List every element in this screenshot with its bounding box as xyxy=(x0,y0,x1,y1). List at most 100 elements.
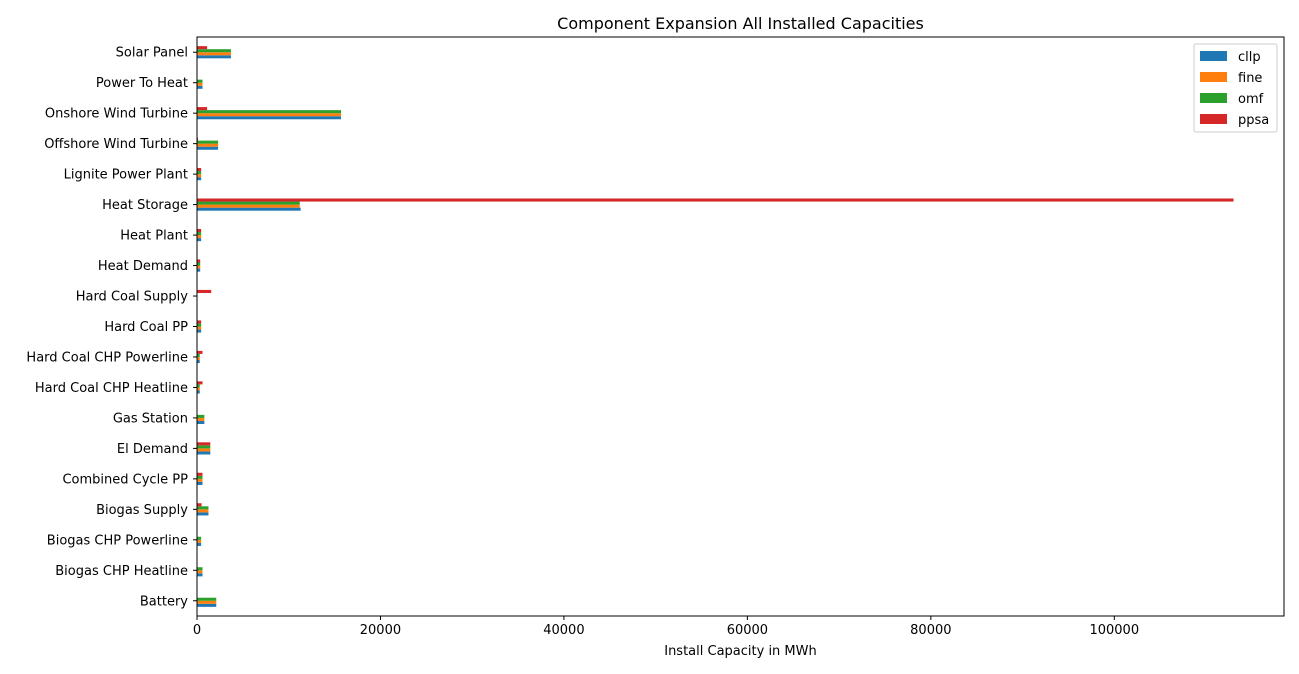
bar-omf-el-demand xyxy=(197,445,211,449)
y-tick-label: El Demand xyxy=(117,442,188,457)
bar-fine-power-to-heat xyxy=(197,82,203,86)
bar-cllp-offshore-wind-turbine xyxy=(197,146,219,150)
bar-omf-hard-coal-chp-heatline xyxy=(197,384,200,388)
bar-omf-onshore-wind-turbine xyxy=(197,110,342,114)
y-tick-label: Biogas CHP Powerline xyxy=(47,533,188,548)
x-tick-label: 100000 xyxy=(1089,623,1139,638)
bar-fine-heat-storage xyxy=(197,204,300,208)
legend-swatch-ppsa xyxy=(1200,114,1227,124)
legend: cllp fine omf ppsa xyxy=(1193,43,1278,133)
x-tick-label: 60000 xyxy=(727,623,768,638)
bar-omf-solar-panel xyxy=(197,49,231,53)
bar-ppsa-heat-plant xyxy=(197,228,202,233)
bar-fine-biogas-supply xyxy=(197,509,209,513)
bar-ppsa-solar-panel xyxy=(197,46,208,50)
bar-ppsa-biogas-supply xyxy=(197,503,202,507)
plot-frame xyxy=(196,36,1285,617)
y-tick-label: Battery xyxy=(140,594,188,609)
y-tick-label: Hard Coal CHP Powerline xyxy=(26,350,188,365)
bars-group xyxy=(197,46,1234,607)
bar-omf-heat-storage xyxy=(197,201,300,205)
bar-cllp-el-demand xyxy=(197,451,211,455)
bar-cllp-lignite-power-plant xyxy=(197,177,202,181)
y-tick-label: Hard Coal PP xyxy=(104,320,188,335)
bar-cllp-hard-coal-chp-heatline xyxy=(197,390,200,394)
bar-fine-hard-coal-pp xyxy=(197,326,202,330)
bar-omf-combined-cycle-pp xyxy=(197,475,203,479)
legend-label-fine: fine xyxy=(1238,71,1262,86)
y-tick-label: Heat Storage xyxy=(102,198,188,213)
bar-omf-battery xyxy=(197,597,217,601)
bar-fine-lignite-power-plant xyxy=(197,174,202,178)
y-tick-label: Biogas Supply xyxy=(96,503,188,518)
bar-omf-lignite-power-plant xyxy=(197,171,202,175)
bar-cllp-hard-coal-chp-powerline xyxy=(197,360,200,364)
legend-label-cllp: cllp xyxy=(1238,50,1261,65)
bar-omf-biogas-supply xyxy=(197,506,209,510)
y-tick-label: Biogas CHP Heatline xyxy=(55,564,188,579)
bar-fine-hard-coal-chp-powerline xyxy=(197,356,200,361)
bar-omf-biogas-chp-powerline xyxy=(197,536,202,540)
x-tick-label: 20000 xyxy=(360,623,401,638)
bar-cllp-biogas-supply xyxy=(197,512,209,516)
bar-omf-hard-coal-pp xyxy=(197,323,202,327)
bar-fine-onshore-wind-turbine xyxy=(197,113,342,117)
y-tick-label: Solar Panel xyxy=(116,46,188,61)
bar-fine-heat-demand xyxy=(197,265,201,269)
bar-fine-offshore-wind-turbine xyxy=(197,143,219,147)
bar-cllp-combined-cycle-pp xyxy=(197,481,203,485)
x-axis-title: Install Capacity in MWh xyxy=(664,644,817,659)
bar-cllp-heat-demand xyxy=(197,268,201,272)
y-tick-label: Hard Coal CHP Heatline xyxy=(35,381,188,396)
bar-omf-gas-station xyxy=(197,414,205,418)
legend-swatch-fine xyxy=(1200,72,1227,82)
x-tick-label: 40000 xyxy=(543,623,584,638)
bar-fine-biogas-chp-powerline xyxy=(197,539,202,543)
bar-cllp-battery xyxy=(197,603,217,607)
bar-cllp-heat-plant xyxy=(197,238,202,242)
bar-ppsa-hard-coal-chp-powerline xyxy=(197,350,203,354)
bar-ppsa-el-demand xyxy=(197,442,211,446)
bar-fine-hard-coal-chp-heatline xyxy=(197,387,200,391)
legend-label-omf: omf xyxy=(1238,92,1264,107)
bar-cllp-heat-storage xyxy=(197,207,301,211)
bar-cllp-onshore-wind-turbine xyxy=(197,116,342,120)
legend-label-ppsa: ppsa xyxy=(1238,113,1269,128)
bar-omf-offshore-wind-turbine xyxy=(197,140,219,144)
bar-omf-heat-demand xyxy=(197,262,201,266)
bar-fine-el-demand xyxy=(197,448,211,452)
x-tick-label: 80000 xyxy=(910,623,951,638)
chart-title: Component Expansion All Installed Capaci… xyxy=(557,14,924,33)
legend-swatch-cllp xyxy=(1200,51,1227,61)
bar-fine-battery xyxy=(197,600,217,604)
y-tick-label: Onshore Wind Turbine xyxy=(45,107,188,122)
bar-ppsa-hard-coal-pp xyxy=(197,320,202,324)
y-tick-label: Lignite Power Plant xyxy=(64,168,188,183)
y-tick-label: Offshore Wind Turbine xyxy=(44,137,188,152)
legend-swatch-omf xyxy=(1200,93,1227,103)
bar-ppsa-heat-demand xyxy=(197,259,201,263)
bar-omf-biogas-chp-heatline xyxy=(197,567,203,571)
bar-ppsa-hard-coal-chp-heatline xyxy=(197,381,203,385)
bar-fine-biogas-chp-heatline xyxy=(197,570,203,574)
bar-cllp-solar-panel xyxy=(197,55,231,59)
bar-ppsa-lignite-power-plant xyxy=(197,168,202,172)
x-axis: 0 20000 40000 60000 80000 100000 xyxy=(193,616,1139,638)
y-tick-label: Gas Station xyxy=(113,411,188,426)
bar-ppsa-onshore-wind-turbine xyxy=(197,107,208,111)
y-tick-label: Hard Coal Supply xyxy=(76,290,189,305)
bar-fine-heat-plant xyxy=(197,235,202,239)
bar-omf-power-to-heat xyxy=(197,79,203,83)
bar-cllp-biogas-chp-powerline xyxy=(197,542,202,546)
bar-cllp-hard-coal-pp xyxy=(197,329,202,333)
bar-cllp-power-to-heat xyxy=(197,85,203,89)
bar-ppsa-hard-coal-supply xyxy=(197,289,212,293)
bar-omf-hard-coal-chp-powerline xyxy=(197,353,200,357)
bar-cllp-biogas-chp-heatline xyxy=(197,573,203,577)
bar-fine-gas-station xyxy=(197,417,205,421)
x-tick-label: 0 xyxy=(193,623,201,638)
bar-fine-solar-panel xyxy=(197,52,231,56)
legend-box xyxy=(1193,43,1278,133)
